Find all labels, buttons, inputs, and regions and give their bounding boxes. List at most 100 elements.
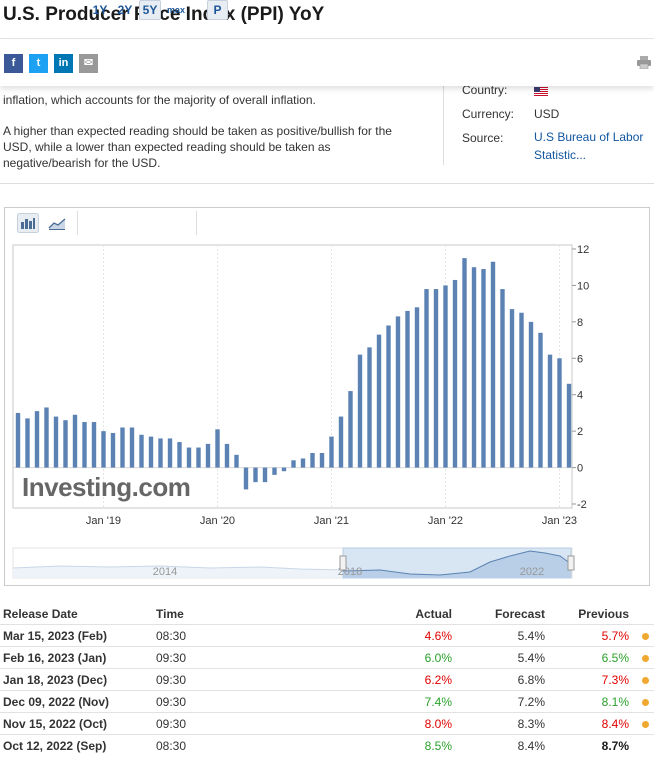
chart-bar[interactable] (25, 418, 30, 468)
chart-bar[interactable] (500, 289, 505, 468)
chart-bar[interactable] (538, 332, 543, 468)
chart-bar[interactable] (319, 453, 325, 468)
navigator-handle[interactable] (339, 555, 347, 571)
investing-watermark-logo: Investing.com (22, 472, 190, 502)
chart-bar[interactable] (443, 285, 448, 468)
chart-bar[interactable] (158, 438, 163, 468)
chart-bar[interactable] (120, 427, 125, 468)
navigator-handle[interactable] (567, 555, 575, 571)
revised-indicator-icon[interactable] (642, 655, 649, 662)
chart-bar[interactable] (129, 427, 135, 468)
revised-indicator-icon[interactable] (642, 633, 649, 640)
page-title: U.S. Producer Price Index (PPI) YoY (3, 4, 325, 25)
actual-cell: 4.6% (424, 629, 452, 643)
chart-bar[interactable] (253, 467, 258, 483)
chart-bar[interactable] (186, 447, 192, 468)
chart-bar[interactable] (481, 269, 486, 468)
chart-bar[interactable] (509, 309, 515, 468)
source-link[interactable]: U.S Bureau of Labor Statistic... (534, 130, 644, 162)
y-tick-label: 2 (577, 426, 583, 438)
chart-bar[interactable] (272, 467, 277, 475)
chart-bar[interactable] (91, 422, 97, 468)
chart-bar[interactable] (262, 467, 268, 483)
chart-bar[interactable] (338, 416, 344, 468)
chart-bar[interactable] (101, 431, 106, 468)
chart-bar[interactable] (519, 312, 524, 468)
chart-bar[interactable] (148, 436, 154, 468)
chart-bar[interactable] (357, 354, 363, 468)
chart-bar[interactable] (82, 422, 87, 468)
y-tick-label: 6 (577, 353, 583, 365)
section-divider (0, 183, 654, 184)
chart-bar[interactable] (566, 383, 572, 468)
time-cell: 08:30 (156, 739, 187, 753)
y-tick-label: 10 (577, 280, 589, 292)
chart-bar[interactable] (196, 447, 201, 468)
previous-cell: 5.7% (601, 629, 629, 643)
email-icon[interactable]: ✉ (79, 54, 98, 73)
linkedin-icon[interactable]: in (54, 54, 73, 73)
chart-bar[interactable] (167, 438, 173, 468)
chart-bar[interactable] (281, 467, 287, 472)
chart-bar[interactable] (424, 289, 429, 468)
revised-indicator-icon[interactable] (642, 677, 649, 684)
chart-bar[interactable] (224, 443, 230, 468)
chart-bar[interactable] (452, 279, 458, 468)
bar-chart-icon[interactable] (17, 213, 39, 233)
table-row: Mar 15, 2023 (Feb) 08:30 4.6% 5.4% 5.7% (0, 624, 654, 646)
chart-bar[interactable] (53, 416, 59, 468)
forecast-cell: 5.4% (517, 629, 545, 643)
chart-bar[interactable] (215, 429, 220, 468)
chart-bar[interactable] (386, 325, 391, 468)
x-tick-label: Jan '20 (200, 515, 235, 527)
release-date-cell: Oct 12, 2022 (Sep) (3, 739, 107, 753)
x-tick-label: Jan '21 (314, 515, 349, 527)
chart-bar[interactable] (177, 442, 182, 468)
chart-bar[interactable] (471, 267, 477, 468)
range-max-button[interactable]: max (166, 5, 185, 15)
chart-bar[interactable] (528, 321, 534, 468)
chart-bar[interactable] (234, 454, 239, 468)
revised-indicator-icon[interactable] (642, 721, 649, 728)
chart-bar[interactable] (348, 391, 353, 468)
chart-bar[interactable] (310, 453, 315, 468)
chart-bar[interactable] (462, 258, 467, 468)
chart-bar[interactable] (243, 467, 249, 490)
p-button[interactable]: P (207, 0, 228, 20)
chart-bar[interactable] (110, 432, 116, 468)
time-cell: 09:30 (156, 695, 187, 709)
chart-bar[interactable] (433, 289, 439, 468)
chart-bar[interactable] (329, 436, 334, 468)
chart-bar[interactable] (34, 411, 40, 468)
chart-bar[interactable] (205, 443, 211, 468)
chart-bar[interactable] (139, 434, 144, 468)
chart-bar[interactable] (557, 358, 562, 468)
chart-bar[interactable] (15, 412, 21, 468)
title-divider (0, 38, 654, 39)
chart-bar[interactable] (376, 334, 382, 468)
chart-bar[interactable] (547, 354, 553, 468)
time-cell: 09:30 (156, 717, 187, 731)
chart-bar[interactable] (63, 420, 68, 468)
chart-bar[interactable] (395, 316, 401, 468)
range-5y-button[interactable]: 5Y (139, 0, 161, 20)
printer-icon[interactable] (637, 56, 651, 69)
chart-bar[interactable] (405, 310, 410, 468)
chart-bar[interactable] (414, 307, 420, 468)
area-chart-icon[interactable] (46, 213, 68, 233)
chart-bar[interactable] (291, 460, 296, 468)
twitter-icon[interactable]: t (29, 54, 48, 73)
y-tick-label: 0 (577, 463, 583, 475)
chart-bar[interactable] (367, 347, 372, 468)
chart-bar[interactable] (490, 261, 496, 468)
chart-bar[interactable] (300, 458, 306, 468)
chart-bar[interactable] (72, 414, 78, 468)
release-date-cell: Feb 16, 2023 (Jan) (3, 651, 107, 665)
range-1y-button[interactable]: 1Y (92, 3, 108, 17)
range-2y-button[interactable]: 2Y (117, 3, 133, 17)
revised-indicator-icon[interactable] (642, 699, 649, 706)
previous-cell: 8.7% (601, 739, 629, 753)
chart-bar[interactable] (44, 407, 49, 468)
facebook-icon[interactable]: f (4, 54, 23, 73)
x-tick-label: Jan '19 (86, 515, 121, 527)
